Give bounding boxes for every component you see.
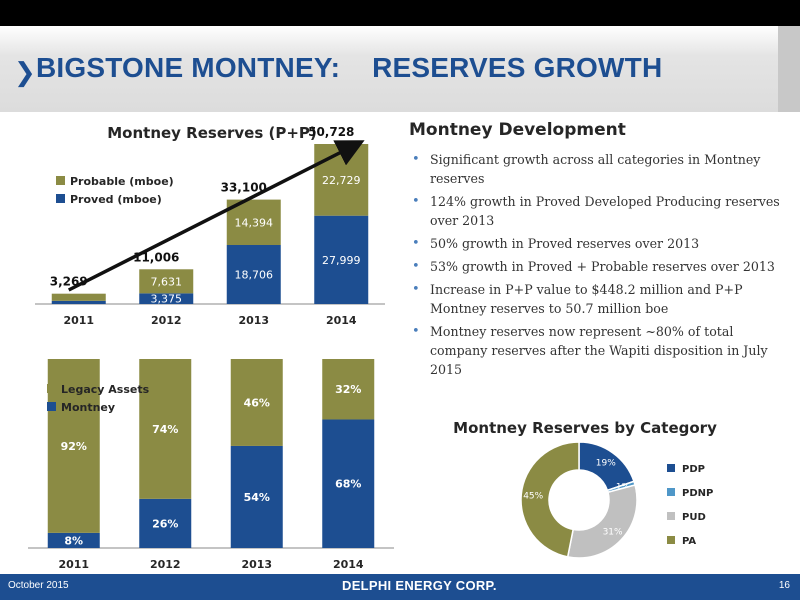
reserves-pp-chart: Montney Reserves (P+P)3,26920113,3757,63…	[35, 124, 385, 327]
bullet-text: Montney reserves now represent ~80% of t…	[430, 324, 768, 377]
legend-label: Probable (mboe)	[70, 175, 174, 188]
legend-swatch	[47, 384, 56, 393]
bar-legacy-2013	[230, 359, 283, 446]
x-tick-label: 2013	[241, 558, 272, 571]
company-logo: DELPHI ENERGY CORP.	[342, 578, 497, 593]
bullet-icon: •	[412, 282, 420, 297]
slide-content	[0, 112, 800, 574]
page-number: 16	[778, 580, 790, 591]
bar-proved-2011	[51, 300, 106, 304]
total-label: 50,728	[308, 125, 354, 139]
bullet-text: 124% growth in Proved Developed Producin…	[430, 194, 780, 228]
legend-label: Montney	[61, 401, 115, 414]
bar-proved-2012	[139, 293, 194, 304]
legend-label: PDNP	[682, 488, 713, 499]
bar-legacy-2011	[47, 359, 100, 533]
total-label: 11,006	[133, 250, 179, 264]
legend-label: Proved (mboe)	[70, 193, 162, 206]
legend-swatch	[667, 464, 675, 472]
legend-swatch	[56, 194, 65, 203]
bullet-text: 53% growth in Proved + Probable reserves…	[430, 259, 775, 274]
bar-montney-2012	[139, 498, 192, 548]
bullet-icon: •	[412, 194, 420, 209]
legend-swatch	[667, 512, 675, 520]
footer-bar: October 2015 DELPHI ENERGY CORP. 16	[0, 574, 800, 600]
x-tick-label: 2012	[150, 558, 181, 571]
bar-montney-2011	[47, 532, 100, 548]
bar-montney-2013	[230, 445, 283, 548]
bullet-item: • 53% growth in Proved + Probable reserve…	[410, 257, 782, 276]
legend-label: PA	[682, 536, 696, 547]
data-label: 68%	[335, 478, 361, 491]
x-tick-label: 2012	[151, 314, 182, 327]
legend-label: PUD	[682, 512, 706, 523]
legend-swatch	[56, 176, 65, 185]
bullet-text: Significant growth across all categories…	[430, 152, 761, 186]
bullet-item: • 124% growth in Proved Developed Produci…	[410, 192, 782, 230]
slide-title: BIGSTONE MONTNEY: RESERVES GROWTH	[36, 52, 663, 83]
data-label: 18,706	[235, 268, 274, 281]
data-label: 7,631	[151, 275, 183, 288]
data-label: 14,394	[235, 216, 274, 229]
chevron-right-icon: ❯	[14, 58, 36, 88]
data-label: 8%	[64, 534, 83, 547]
legend-label: Legacy Assets	[61, 383, 150, 396]
bullet-item: • Increase in P+P value to $448.2 million…	[410, 280, 782, 318]
legend-label: PDP	[682, 464, 705, 475]
slice-pud	[566, 484, 638, 559]
bullet-icon: •	[412, 152, 420, 167]
montney-share-chart: 8% 92% 2011 26% 74% 2012 54% 46% 2013 68% 32% 2014 L…	[28, 359, 394, 571]
bar-legacy-2012	[139, 359, 192, 499]
bullet-item: • Significant growth across all categorie…	[410, 150, 782, 188]
x-tick-label: 2013	[238, 314, 269, 327]
data-label: 46%	[244, 396, 270, 409]
chart-title: Montney Reserves (P+P)	[107, 124, 317, 142]
x-tick-label: 2011	[63, 314, 94, 327]
x-tick-label: 2014	[326, 314, 357, 327]
slice-label: 45%	[523, 491, 543, 501]
bar-proved-2013	[226, 244, 281, 304]
data-label: 22,729	[322, 174, 361, 187]
bullet-icon: •	[412, 324, 420, 339]
slice-pa	[520, 441, 580, 558]
bullet-text: Increase in P+P value to $448.2 million …	[430, 282, 743, 316]
bullet-item: • 50% growth in Proved reserves over 2013	[410, 234, 782, 253]
data-label: 27,999	[322, 254, 361, 267]
x-tick-label: 2011	[58, 558, 89, 571]
bullet-text: 50% growth in Proved reserves over 2013	[430, 236, 700, 251]
bullet-item: • Montney reserves now represent ~80% of …	[410, 322, 782, 379]
bar-proved-2014	[314, 215, 369, 304]
total-label: 33,100	[221, 181, 267, 195]
top-black-bar	[0, 0, 800, 26]
title-bar-edge	[778, 26, 800, 112]
bar-probable-2012	[139, 269, 194, 294]
data-label: 54%	[244, 491, 270, 504]
legend-swatch	[47, 402, 56, 411]
data-label: 74%	[152, 423, 178, 436]
development-title: Montney Development	[409, 120, 626, 140]
slice-label: 19%	[596, 459, 616, 469]
data-label: 92%	[61, 440, 87, 453]
x-tick-label: 2014	[333, 558, 364, 571]
chart-title: Montney Reserves by Category	[453, 419, 717, 437]
bar-probable-2011	[51, 293, 106, 301]
title-bar	[0, 26, 800, 112]
data-label: 26%	[152, 517, 178, 530]
footer-date: October 2015	[8, 580, 69, 591]
legend-swatch	[667, 536, 675, 544]
data-label: 32%	[335, 383, 361, 396]
data-label: 3,375	[151, 293, 183, 306]
slice-label: 31%	[603, 527, 623, 537]
trend-arrow	[67, 140, 365, 292]
development-bullets: • Significant growth across all categorie…	[410, 150, 782, 383]
bullet-icon: •	[412, 236, 420, 251]
legend-swatch	[667, 488, 675, 496]
reserves-by-category-chart: Montney Reserves by Category19%1%31%45%P…	[453, 419, 717, 559]
bar-legacy-2014	[322, 359, 375, 420]
bar-montney-2014	[322, 419, 375, 548]
bullet-icon: •	[412, 259, 420, 274]
